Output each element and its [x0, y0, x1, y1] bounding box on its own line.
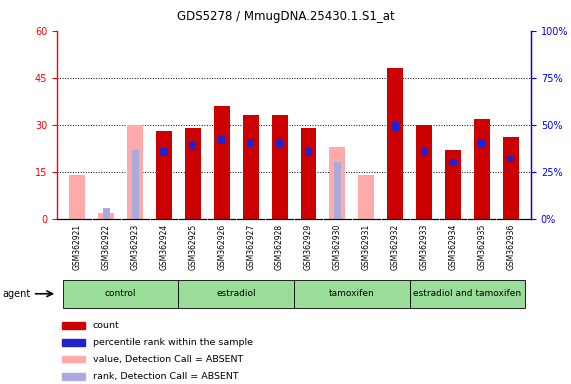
Bar — [478, 139, 485, 147]
Bar — [62, 322, 85, 329]
Bar — [98, 213, 114, 219]
FancyBboxPatch shape — [63, 280, 179, 308]
Bar — [131, 150, 139, 219]
Bar — [190, 142, 196, 150]
Text: GSM362933: GSM362933 — [420, 223, 429, 270]
FancyBboxPatch shape — [409, 280, 525, 308]
Bar — [185, 128, 201, 219]
Text: GSM362928: GSM362928 — [275, 223, 284, 270]
Text: rank, Detection Call = ABSENT: rank, Detection Call = ABSENT — [93, 372, 238, 381]
FancyBboxPatch shape — [294, 280, 409, 308]
Text: GSM362926: GSM362926 — [218, 223, 226, 270]
Bar — [247, 139, 254, 147]
Bar — [445, 150, 461, 219]
Text: GSM362936: GSM362936 — [506, 223, 515, 270]
Text: GSM362922: GSM362922 — [102, 223, 111, 270]
Text: estradiol: estradiol — [216, 289, 256, 298]
Bar — [300, 128, 316, 219]
Text: GSM362935: GSM362935 — [477, 223, 486, 270]
Text: value, Detection Call = ABSENT: value, Detection Call = ABSENT — [93, 355, 243, 364]
Text: GSM362927: GSM362927 — [246, 223, 255, 270]
Text: GSM362932: GSM362932 — [391, 223, 400, 270]
Bar — [387, 68, 403, 219]
Bar — [276, 139, 283, 147]
Bar — [103, 208, 110, 219]
Text: GSM362931: GSM362931 — [362, 223, 371, 270]
Text: estradiol and tamoxifen: estradiol and tamoxifen — [413, 289, 521, 298]
Bar — [62, 339, 85, 346]
Bar — [160, 148, 168, 156]
Bar — [62, 356, 85, 362]
Bar — [243, 116, 259, 219]
Bar — [305, 148, 312, 156]
Text: count: count — [93, 321, 119, 330]
Text: agent: agent — [3, 289, 31, 299]
Bar — [218, 136, 226, 144]
Text: GSM362921: GSM362921 — [73, 223, 82, 270]
Bar — [329, 147, 345, 219]
Bar — [420, 148, 428, 156]
Text: GSM362934: GSM362934 — [448, 223, 457, 270]
Bar — [392, 122, 399, 131]
Bar — [449, 159, 457, 166]
Text: percentile rank within the sample: percentile rank within the sample — [93, 338, 252, 347]
Text: GSM362930: GSM362930 — [333, 223, 342, 270]
Bar — [70, 175, 85, 219]
Bar — [416, 125, 432, 219]
Bar — [127, 125, 143, 219]
Bar — [507, 156, 514, 162]
Bar — [272, 116, 288, 219]
Text: GSM362923: GSM362923 — [131, 223, 140, 270]
Text: tamoxifen: tamoxifen — [329, 289, 375, 298]
Bar — [62, 373, 85, 380]
Bar — [334, 162, 341, 219]
Text: GSM362929: GSM362929 — [304, 223, 313, 270]
FancyBboxPatch shape — [179, 280, 294, 308]
Bar — [474, 119, 490, 219]
Text: GDS5278 / MmugDNA.25430.1.S1_at: GDS5278 / MmugDNA.25430.1.S1_at — [176, 10, 395, 23]
Text: GSM362924: GSM362924 — [159, 223, 168, 270]
Bar — [359, 175, 374, 219]
Bar — [156, 131, 172, 219]
Bar — [503, 137, 518, 219]
Bar — [214, 106, 230, 219]
Text: GSM362925: GSM362925 — [188, 223, 198, 270]
Text: control: control — [105, 289, 136, 298]
